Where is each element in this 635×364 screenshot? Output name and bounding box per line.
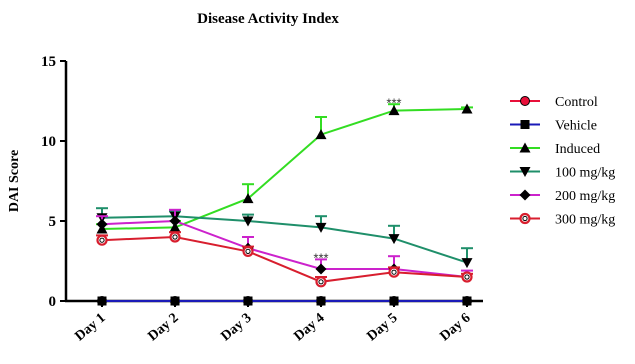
annotations: *** *** <box>313 95 401 265</box>
data-point-inner <box>318 279 324 285</box>
data-point-inner <box>99 237 105 243</box>
series-vehicle <box>97 296 472 306</box>
data-point-inner <box>245 248 251 254</box>
data-point <box>388 105 400 116</box>
x-tick-label: Day 6 <box>437 311 473 345</box>
series-layer <box>96 103 473 306</box>
series-line <box>101 219 468 278</box>
legend-label: 300 mg/kg <box>555 213 615 228</box>
series-300-mg-kg <box>96 231 473 288</box>
legend-item: 300 mg/kg <box>510 213 615 228</box>
legend-item: Control <box>510 95 598 110</box>
legend: Control Vehicle Induced 100 mg/kg 200 mg/kg 3… <box>510 95 615 228</box>
legend-item: Induced <box>510 142 600 157</box>
data-point <box>315 276 327 288</box>
x-tick-label: Day 3 <box>218 311 254 345</box>
data-point <box>96 234 108 246</box>
y-axis-label: DAI Score <box>7 150 22 212</box>
data-point <box>170 296 180 306</box>
data-point <box>315 263 327 275</box>
data-point <box>316 296 326 306</box>
y-tick-label: 0 <box>49 294 57 310</box>
data-point <box>243 296 253 306</box>
data-point <box>315 129 327 140</box>
legend-label: Vehicle <box>555 119 597 134</box>
chart-title: Disease Activity Index <box>197 11 339 27</box>
legend-marker <box>519 189 531 201</box>
series-line <box>101 235 468 283</box>
data-point-inner <box>464 274 470 280</box>
data-point-inner <box>391 269 397 275</box>
legend-label: 100 mg/kg <box>555 166 615 181</box>
data-point <box>388 234 400 245</box>
legend-label: Control <box>555 95 598 110</box>
y-tick-label: 10 <box>41 134 56 150</box>
data-point <box>242 245 254 257</box>
data-point <box>461 103 473 114</box>
data-point <box>96 218 108 230</box>
x-tick-label: Day 4 <box>291 311 327 345</box>
legend-marker <box>520 96 530 106</box>
data-point <box>389 296 399 306</box>
significance-annotation: *** <box>386 95 401 110</box>
data-point <box>462 296 472 306</box>
data-point <box>388 266 400 278</box>
data-point <box>169 215 181 227</box>
series-line <box>101 108 468 230</box>
data-point <box>461 258 473 269</box>
legend-marker <box>519 212 531 225</box>
legend-marker <box>519 142 531 153</box>
data-point <box>169 221 181 232</box>
data-point <box>242 216 254 227</box>
y-tick-label: 5 <box>49 214 57 230</box>
data-point-inner <box>172 234 178 240</box>
data-point <box>461 271 473 283</box>
legend-item: Vehicle <box>510 119 597 134</box>
x-tick-label: Day 1 <box>72 311 108 345</box>
legend-label: Induced <box>555 142 600 157</box>
legend-marker-inner <box>522 215 528 222</box>
data-point <box>97 296 107 306</box>
x-tick-label: Day 2 <box>145 311 181 345</box>
data-point <box>242 193 254 204</box>
data-point <box>315 222 327 233</box>
legend-marker <box>519 167 531 177</box>
legend-item: 200 mg/kg <box>510 189 615 204</box>
legend-label: 200 mg/kg <box>555 189 615 204</box>
data-point <box>169 231 181 243</box>
series-induced <box>96 103 473 234</box>
significance-annotation: *** <box>313 251 328 266</box>
legend-item: 100 mg/kg <box>510 166 615 181</box>
series-line <box>101 215 468 264</box>
x-tick-label: Day 5 <box>364 311 400 345</box>
y-tick-label: 15 <box>41 54 56 70</box>
legend-marker <box>520 120 530 129</box>
